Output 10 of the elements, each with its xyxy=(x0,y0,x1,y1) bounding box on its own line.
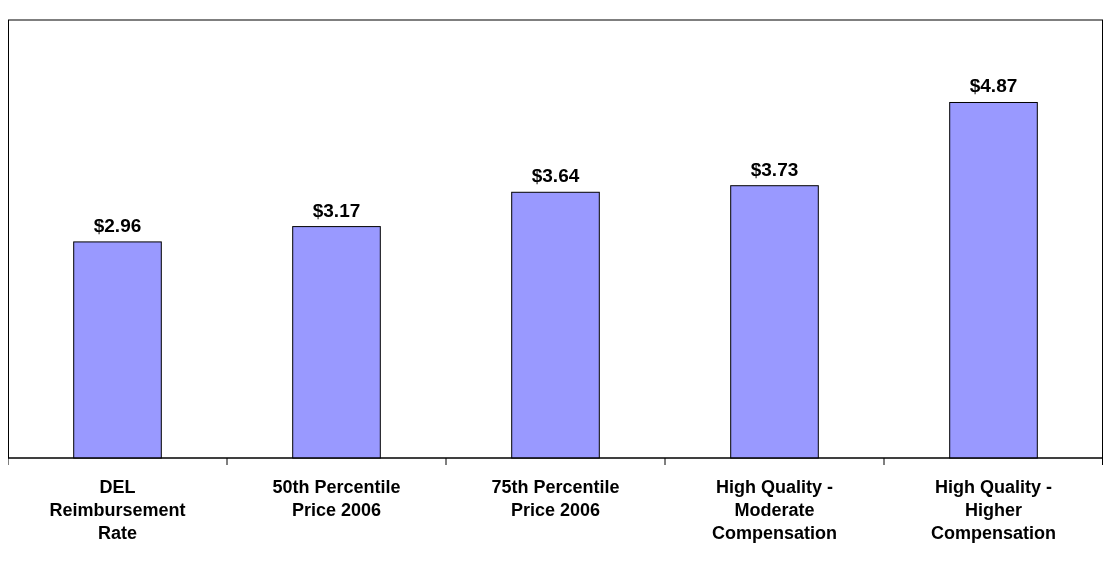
x-tick-label: 75th Percentile Price 2006 xyxy=(491,477,620,520)
data-label: $3.73 xyxy=(750,158,799,180)
x-tick-label: 50th Percentile Price 2006 xyxy=(272,477,401,520)
data-label: $3.64 xyxy=(531,165,580,187)
data-label: $4.87 xyxy=(969,75,1018,97)
x-tick-label: DEL Reimbursement Rate xyxy=(49,477,186,543)
data-label: $2.96 xyxy=(93,214,142,236)
data-label: $3.17 xyxy=(312,199,361,221)
x-tick-label: High Quality - Moderate Compensation xyxy=(711,477,838,543)
x-tick-label: High Quality - Higher Compensation xyxy=(930,477,1057,543)
